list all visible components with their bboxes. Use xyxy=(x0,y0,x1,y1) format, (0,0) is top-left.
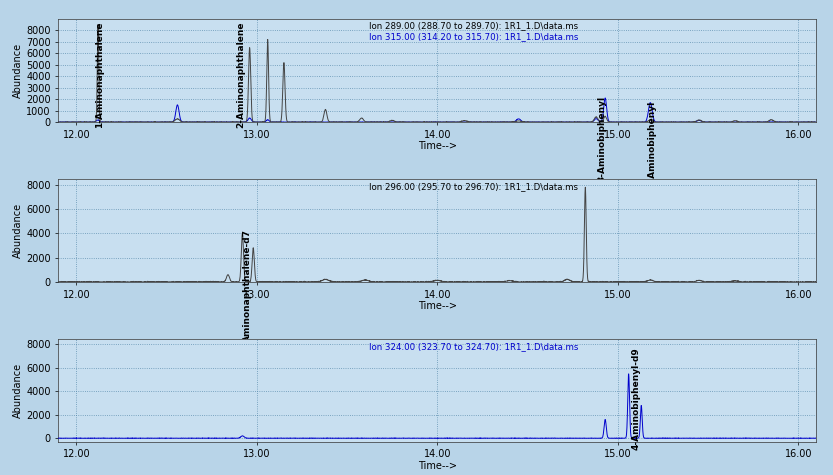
Text: 2-Aminonaphthalene: 2-Aminonaphthalene xyxy=(236,21,245,128)
X-axis label: Time-->: Time--> xyxy=(418,141,456,151)
Text: Aminonaphthalene-d7: Aminonaphthalene-d7 xyxy=(243,228,252,342)
Text: 3-Aminobiphenyl: 3-Aminobiphenyl xyxy=(597,96,606,182)
Text: Ion 315.00 (314.20 to 315.70): 1R1_1.D\data.ms: Ion 315.00 (314.20 to 315.70): 1R1_1.D\d… xyxy=(369,32,578,41)
Text: 4-Aminobiphenyl-d9: 4-Aminobiphenyl-d9 xyxy=(631,347,641,450)
Y-axis label: Abundance: Abundance xyxy=(13,203,23,258)
Y-axis label: Abundance: Abundance xyxy=(13,43,23,98)
Text: Ion 289.00 (288.70 to 289.70): 1R1_1.D\data.ms: Ion 289.00 (288.70 to 289.70): 1R1_1.D\d… xyxy=(369,21,578,30)
Text: 1-Aminonaphthalene: 1-Aminonaphthalene xyxy=(95,21,104,128)
X-axis label: Time-->: Time--> xyxy=(418,461,456,471)
Text: Ion 324.00 (323.70 to 324.70): 1R1_1.D\data.ms: Ion 324.00 (323.70 to 324.70): 1R1_1.D\d… xyxy=(369,342,578,351)
Text: 4-Aminobiphenyl: 4-Aminobiphenyl xyxy=(647,100,656,187)
Text: Ion 296.00 (295.70 to 296.70): 1R1_1.D\data.ms: Ion 296.00 (295.70 to 296.70): 1R1_1.D\d… xyxy=(369,182,578,191)
Y-axis label: Abundance: Abundance xyxy=(13,362,23,418)
X-axis label: Time-->: Time--> xyxy=(418,301,456,311)
